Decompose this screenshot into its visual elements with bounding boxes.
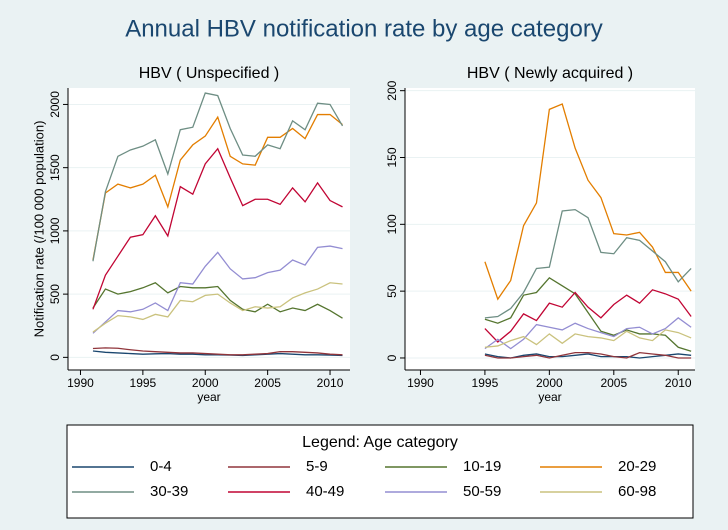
y-tick-label: 200 — [385, 80, 399, 100]
figure-title: Annual HBV notification rate by age cate… — [125, 15, 603, 42]
y-axis-title: Notification rate (/100 000 population) — [31, 121, 46, 338]
series-line — [92, 245, 343, 334]
x-tick-label: 1990 — [407, 376, 434, 390]
plot-area — [68, 88, 350, 370]
series-line — [484, 208, 692, 319]
x-tick-label: 1990 — [67, 376, 94, 390]
y-tick-label: 0 — [48, 354, 62, 361]
legend-label: 0-4 — [150, 458, 172, 475]
x-tick-label: 2010 — [665, 376, 692, 390]
legend-label: 40-49 — [306, 483, 344, 500]
series-line — [92, 347, 343, 356]
legend-label: 20-29 — [618, 458, 656, 475]
y-tick-label: 0 — [385, 354, 399, 361]
series-line — [92, 281, 343, 319]
x-axis-title: year — [538, 390, 561, 404]
legend-label: 60-98 — [618, 483, 656, 500]
y-tick-label: 1000 — [48, 217, 62, 244]
y-tick-label: 100 — [385, 214, 399, 234]
x-tick-label: 2005 — [254, 376, 281, 390]
plot-area — [405, 88, 695, 370]
series-line — [484, 351, 692, 359]
x-tick-label: 2000 — [536, 376, 563, 390]
panel-title: HBV ( Newly acquired ) — [467, 65, 633, 82]
series-line — [484, 289, 692, 343]
legend-label: 5-9 — [306, 458, 328, 475]
y-tick-label: 1500 — [48, 154, 62, 181]
legend-label: 50-59 — [463, 483, 501, 500]
y-tick-label: 50 — [385, 284, 399, 298]
series-line — [92, 147, 343, 310]
legend-title: Legend: Age category — [302, 434, 458, 451]
x-tick-label: 1995 — [130, 376, 157, 390]
series-line — [484, 276, 692, 352]
series-line — [484, 329, 692, 348]
legend-label: 30-39 — [150, 483, 188, 500]
x-tick-label: 2005 — [600, 376, 627, 390]
y-tick-label: 150 — [385, 147, 399, 167]
y-tick-label: 500 — [48, 284, 62, 304]
series-line — [484, 317, 692, 350]
x-axis-title: year — [197, 390, 220, 404]
series-line — [92, 282, 343, 333]
legend-box — [66, 424, 694, 519]
legend-label: 10-19 — [463, 458, 501, 475]
x-tick-label: 1995 — [472, 376, 499, 390]
y-tick-label: 2000 — [48, 91, 62, 118]
x-tick-label: 2000 — [192, 376, 219, 390]
panel-title: HBV ( Unspecified ) — [139, 65, 280, 82]
series-line — [484, 353, 692, 359]
x-tick-label: 2010 — [317, 376, 344, 390]
series-line — [484, 103, 692, 301]
series-line — [92, 113, 343, 261]
series-line — [92, 92, 344, 262]
